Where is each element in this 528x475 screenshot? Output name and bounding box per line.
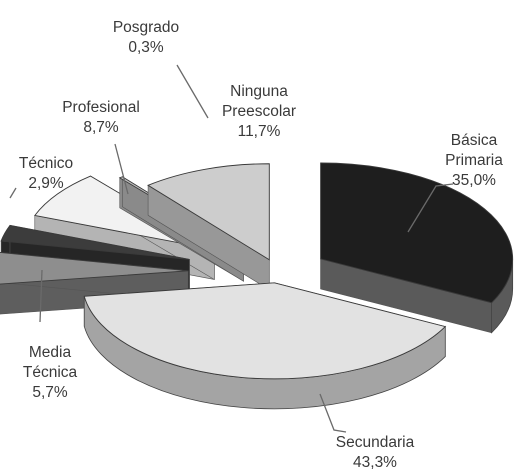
slice-label: Profesional 8,7%: [62, 99, 140, 136]
leader-line: [407, 183, 454, 233]
slice-label: Secundaria 43,3%: [336, 434, 415, 471]
slice-name: Técnica: [23, 364, 78, 381]
slice-label: Posgrado 0,3%: [113, 19, 179, 56]
slice-label: Técnico 2,9%: [19, 155, 73, 192]
slice-top: [0, 224, 190, 260]
slice-name: Técnico: [19, 155, 73, 172]
pie-slice: [320, 162, 514, 334]
slice-value: 0,3%: [128, 39, 164, 56]
slice-value: 43,3%: [353, 454, 397, 471]
slice-name: Preescolar: [222, 103, 296, 120]
slice-name: Básica: [451, 132, 498, 149]
slice-top: [320, 162, 514, 304]
leader-line: [176, 64, 209, 119]
slice-value: 8,7%: [83, 119, 119, 136]
slice-value: 35,0%: [452, 172, 496, 189]
slice-name: Primaria: [445, 152, 503, 169]
pie-slice: [83, 282, 447, 410]
slice-top: [147, 163, 270, 261]
slice-label: Ninguna Preescolar 11,7%: [222, 83, 296, 140]
slice-top: [0, 252, 189, 285]
leader-line: [9, 187, 17, 199]
pie-slice: [147, 163, 270, 291]
slice-name: Secundaria: [336, 434, 415, 451]
slice-value: 11,7%: [238, 123, 281, 140]
slice-label: Media Técnica 5,7%: [23, 344, 78, 401]
slice-name: Profesional: [62, 99, 140, 116]
slice-name: Media: [29, 344, 72, 361]
slice-name: Posgrado: [113, 19, 179, 36]
slice-label: Básica Primaria 35,0%: [445, 132, 503, 189]
slice-value: 5,7%: [32, 384, 68, 401]
leader-line: [114, 143, 129, 195]
leader-line: [319, 393, 347, 433]
leader-line: [39, 269, 43, 323]
slice-value: 2,9%: [28, 175, 64, 192]
slice-name: Ninguna: [230, 83, 288, 100]
slice-top: [83, 282, 447, 380]
